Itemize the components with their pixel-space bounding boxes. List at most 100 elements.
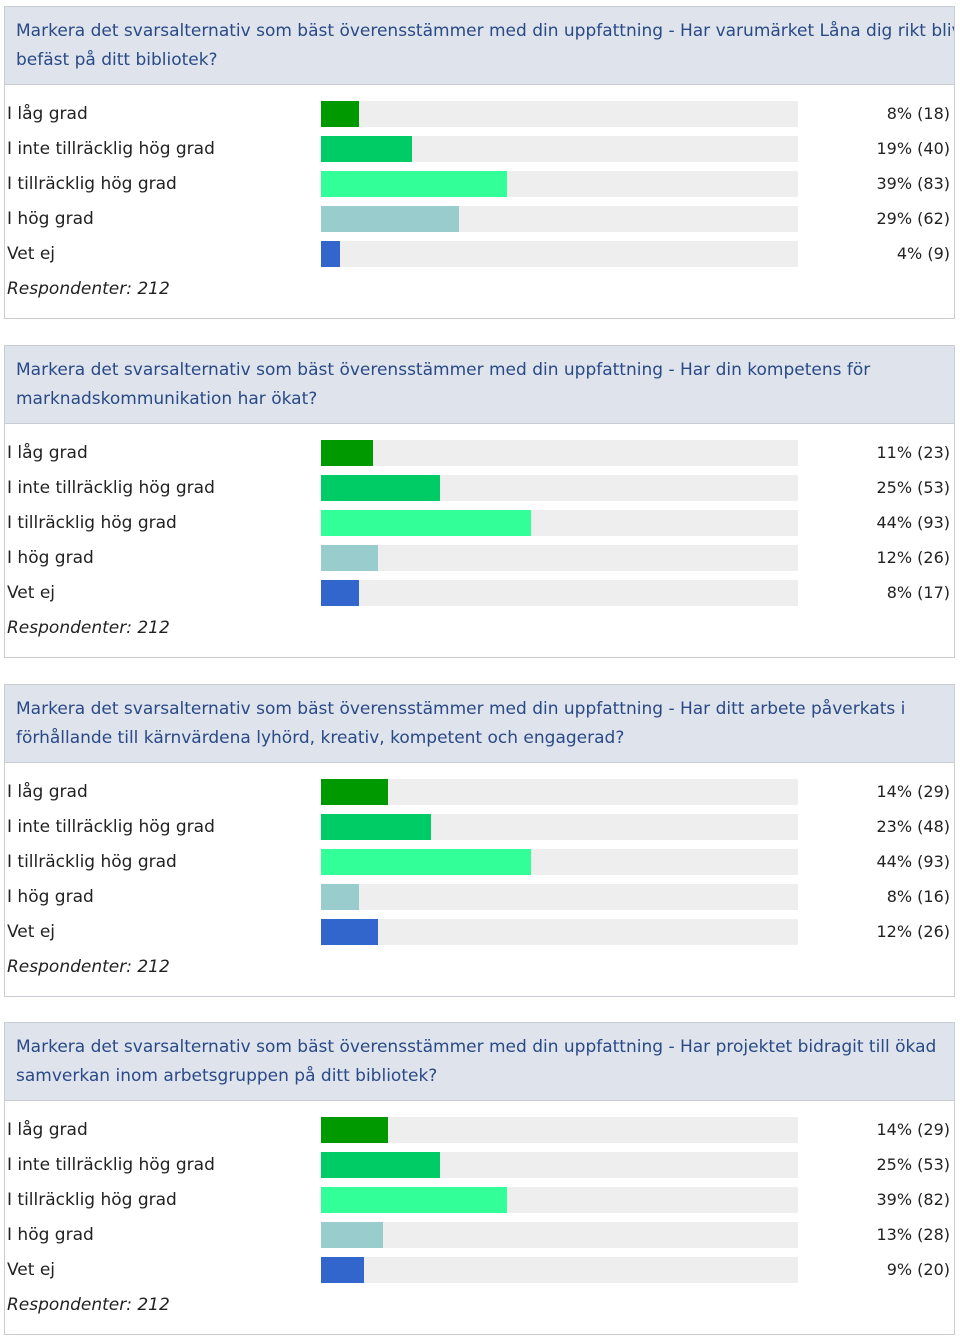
value-label: 8% (17)	[886, 583, 950, 602]
value-label: 25% (53)	[876, 478, 951, 497]
answer-row: I inte tillräcklig hög grad 19% (40)	[5, 136, 954, 162]
value-label: 13% (28)	[876, 1225, 951, 1244]
answer-row: I hög grad 13% (28)	[5, 1222, 954, 1248]
question-title: Markera det svarsalternativ som bäst öve…	[16, 699, 906, 748]
answer-row: I inte tillräcklig hög grad 25% (53)	[5, 1152, 954, 1178]
value-label: 39% (82)	[876, 1190, 951, 1209]
bar-track	[321, 779, 798, 805]
question-panel: Markera det svarsalternativ som bäst öve…	[4, 684, 955, 997]
bar	[321, 171, 507, 197]
answer-row: I tillräcklig hög grad 39% (82)	[5, 1187, 954, 1213]
bar-track	[321, 171, 798, 197]
bar	[321, 475, 440, 501]
bar-track	[321, 849, 798, 875]
bar-track	[321, 1187, 798, 1213]
respondents-count: Respondenter: 212	[7, 618, 170, 638]
value-label: 39% (83)	[876, 174, 951, 193]
answer-label: I hög grad	[7, 548, 94, 568]
bar	[321, 884, 359, 910]
bar	[321, 1152, 440, 1178]
answer-row: Vet ej 12% (26)	[5, 919, 954, 945]
value-label: 9% (20)	[886, 1260, 950, 1279]
bar-track	[321, 1257, 798, 1283]
answer-label: Vet ej	[7, 922, 56, 942]
respondents-count: Respondenter: 212	[7, 279, 170, 299]
answer-label: Vet ej	[7, 583, 56, 603]
question-title: Markera det svarsalternativ som bäst öve…	[16, 360, 871, 409]
bar-track	[321, 814, 798, 840]
bar	[321, 440, 373, 466]
answer-row: I tillräcklig hög grad 39% (83)	[5, 171, 954, 197]
question-title: Markera det svarsalternativ som bäst öve…	[16, 21, 955, 70]
answer-label: I hög grad	[7, 209, 94, 229]
bar	[321, 545, 378, 571]
answer-row: I hög grad 12% (26)	[5, 545, 954, 571]
answer-row: I låg grad 14% (29)	[5, 1117, 954, 1143]
bar-track	[321, 475, 798, 501]
value-label: 8% (16)	[886, 887, 950, 906]
answer-row: Vet ej 9% (20)	[5, 1257, 954, 1283]
question-header: Markera det svarsalternativ som bäst öve…	[5, 1023, 954, 1101]
answer-row: I låg grad 14% (29)	[5, 779, 954, 805]
answer-label: I inte tillräcklig hög grad	[7, 1155, 215, 1175]
bar-track	[321, 545, 798, 571]
question-header: Markera det svarsalternativ som bäst öve…	[5, 7, 954, 85]
bar	[321, 241, 340, 267]
answer-row: Vet ej 4% (9)	[5, 241, 954, 267]
bar-track	[321, 1222, 798, 1248]
value-label: 8% (18)	[886, 104, 950, 123]
value-label: 25% (53)	[876, 1155, 951, 1174]
answer-label: I inte tillräcklig hög grad	[7, 817, 215, 837]
value-label: 44% (93)	[876, 852, 951, 871]
answer-label: I inte tillräcklig hög grad	[7, 139, 215, 159]
value-label: 14% (29)	[876, 1120, 951, 1139]
respondents-count: Respondenter: 212	[7, 957, 170, 977]
bar	[321, 580, 359, 606]
answer-row: I tillräcklig hög grad 44% (93)	[5, 849, 954, 875]
answer-label: I låg grad	[7, 443, 88, 463]
answer-label: I hög grad	[7, 887, 94, 907]
value-label: 12% (26)	[876, 922, 951, 941]
bar	[321, 1187, 507, 1213]
question-panel: Markera det svarsalternativ som bäst öve…	[4, 345, 955, 658]
question-panel: Markera det svarsalternativ som bäst öve…	[4, 1022, 955, 1335]
bar	[321, 1222, 383, 1248]
value-label: 23% (48)	[876, 817, 951, 836]
question-header: Markera det svarsalternativ som bäst öve…	[5, 685, 954, 763]
bar	[321, 919, 378, 945]
answer-label: I låg grad	[7, 1120, 88, 1140]
answer-label: I tillräcklig hög grad	[7, 174, 177, 194]
question-header: Markera det svarsalternativ som bäst öve…	[5, 346, 954, 424]
bar-track	[321, 440, 798, 466]
answer-label: Vet ej	[7, 244, 56, 264]
bar-track	[321, 1152, 798, 1178]
bar-track	[321, 101, 798, 127]
bar-track	[321, 206, 798, 232]
bar-track	[321, 919, 798, 945]
bar-track	[321, 241, 798, 267]
value-label: 29% (62)	[876, 209, 951, 228]
value-label: 4% (9)	[896, 244, 950, 263]
question-title: Markera det svarsalternativ som bäst öve…	[16, 1037, 937, 1086]
answer-row: I hög grad 29% (62)	[5, 206, 954, 232]
bar	[321, 779, 388, 805]
bar	[321, 814, 431, 840]
answer-row: I tillräcklig hög grad 44% (93)	[5, 510, 954, 536]
bar-track	[321, 580, 798, 606]
value-label: 19% (40)	[876, 139, 951, 158]
bar-track	[321, 510, 798, 536]
answer-label: I tillräcklig hög grad	[7, 1190, 177, 1210]
value-label: 14% (29)	[876, 782, 951, 801]
answer-row: I inte tillräcklig hög grad 25% (53)	[5, 475, 954, 501]
answer-row: Vet ej 8% (17)	[5, 580, 954, 606]
bar	[321, 510, 531, 536]
answer-label: I inte tillräcklig hög grad	[7, 478, 215, 498]
answer-row: I hög grad 8% (16)	[5, 884, 954, 910]
answer-label: I låg grad	[7, 782, 88, 802]
answer-label: I tillräcklig hög grad	[7, 852, 177, 872]
value-label: 11% (23)	[876, 443, 951, 462]
answer-row: I låg grad 8% (18)	[5, 101, 954, 127]
bar-track	[321, 1117, 798, 1143]
answer-label: Vet ej	[7, 1260, 56, 1280]
bar	[321, 849, 531, 875]
